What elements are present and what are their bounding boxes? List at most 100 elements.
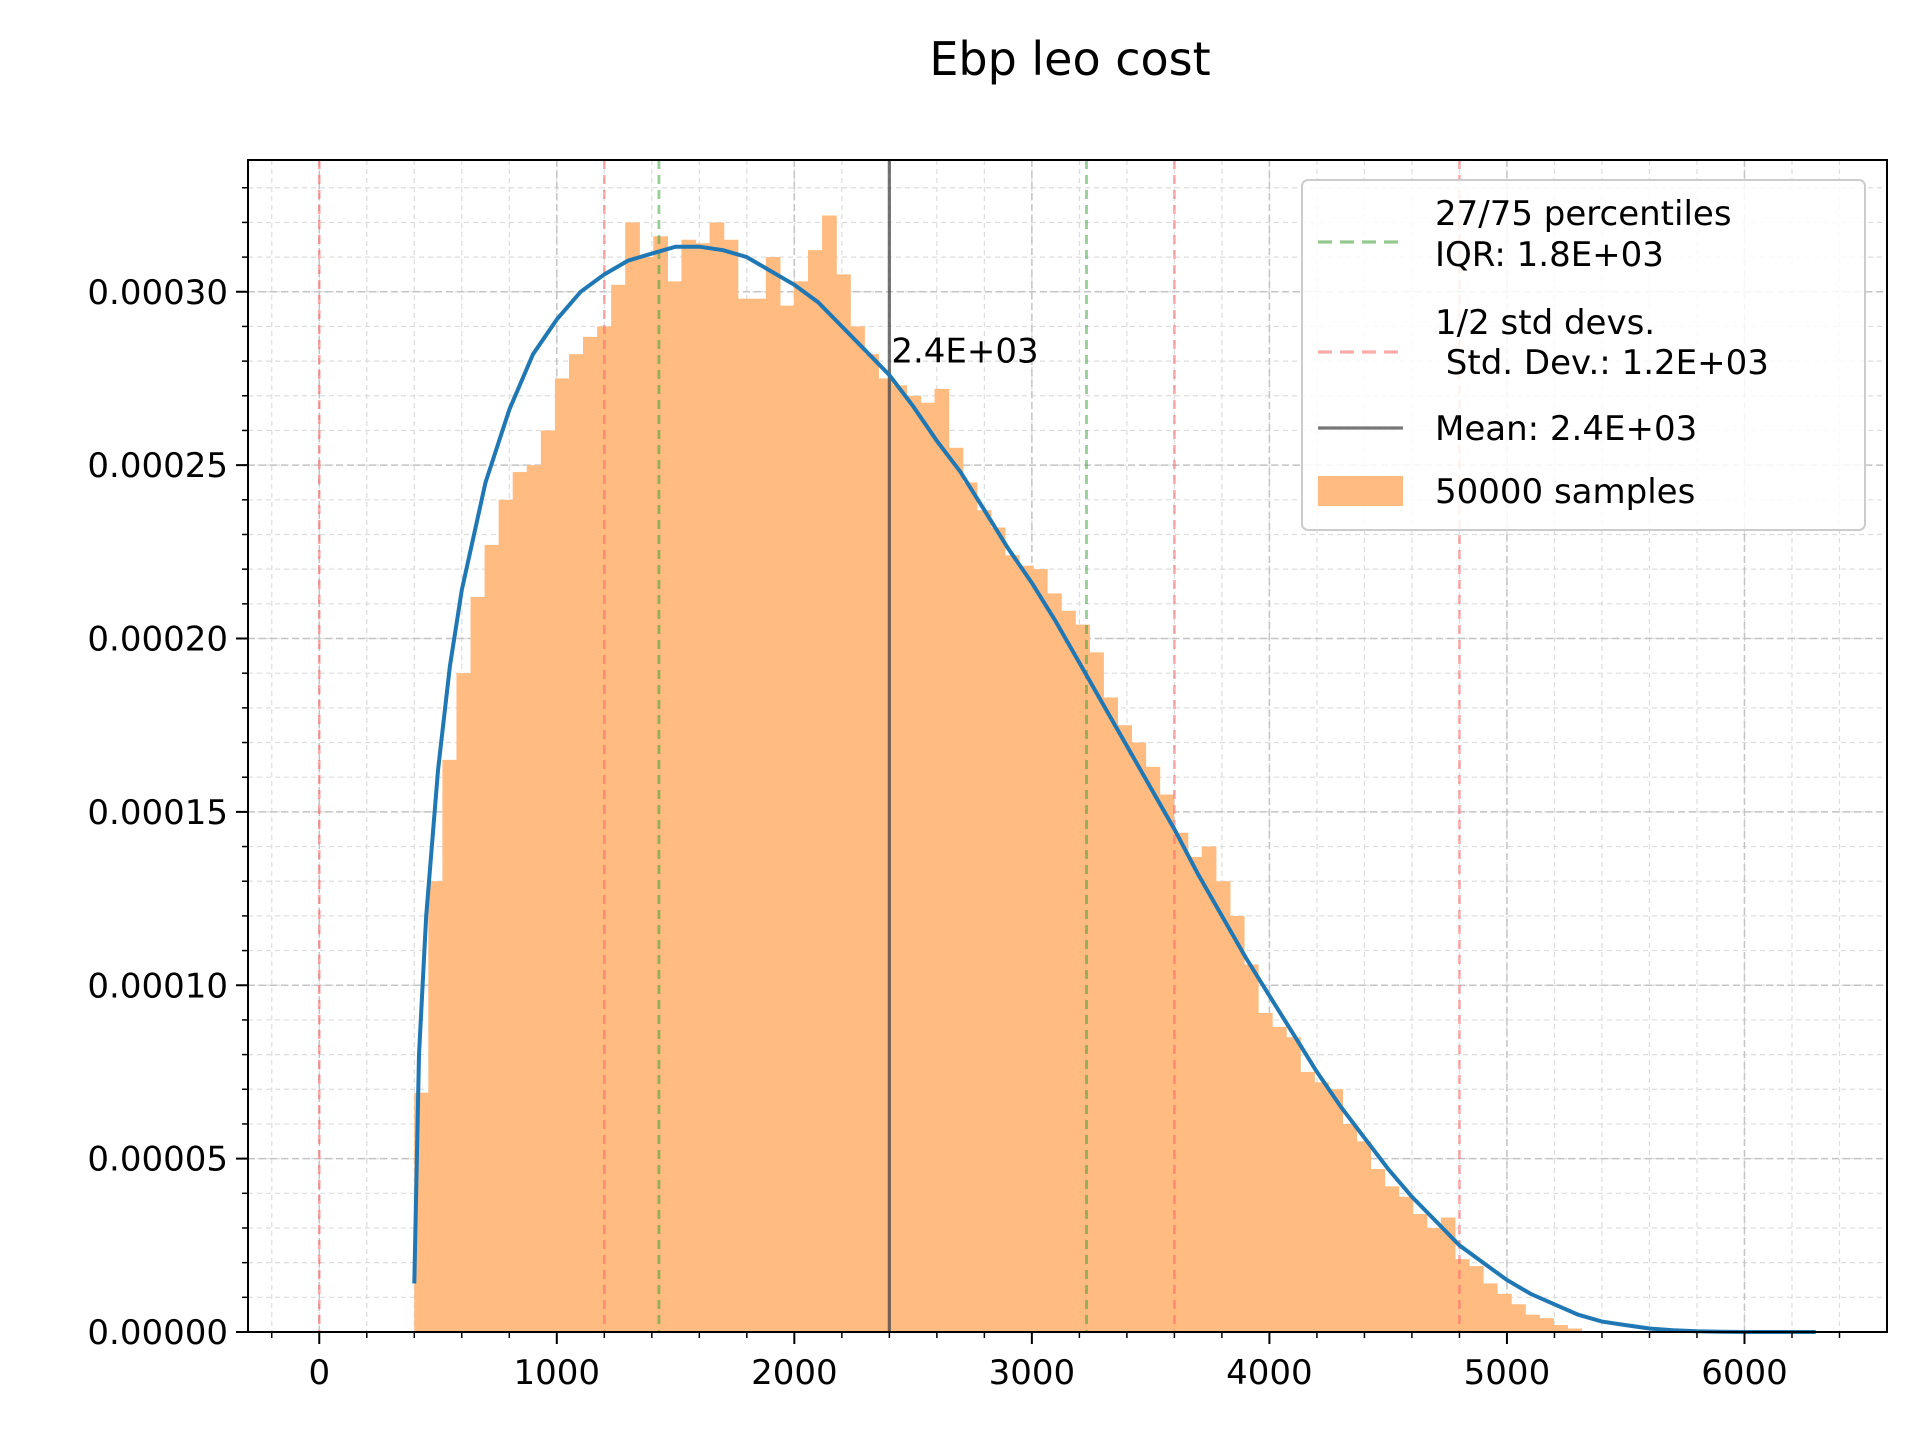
histogram-bars <box>414 215 1583 1333</box>
legend-label: IQR: 1.8E+03 <box>1435 235 1664 275</box>
histogram-bar <box>1215 881 1231 1332</box>
histogram-bar <box>962 482 978 1332</box>
histogram-bar <box>1356 1141 1372 1332</box>
y-tick-label: 0.00015 <box>87 793 228 833</box>
histogram-bar <box>934 388 950 1333</box>
histogram-bar <box>990 527 1006 1332</box>
histogram-bar <box>1454 1259 1470 1332</box>
histogram-bar <box>920 402 936 1332</box>
x-tick-label: 6000 <box>1701 1353 1788 1393</box>
histogram-bar <box>512 472 528 1332</box>
histogram-bar <box>625 222 640 1333</box>
legend-label: 27/75 percentiles <box>1435 194 1732 234</box>
histogram-bar <box>639 257 654 1332</box>
plot-frame <box>247 159 1888 1333</box>
x-tick-label: 3000 <box>989 1353 1076 1393</box>
histogram-bar <box>793 281 809 1332</box>
y-tick-label: 0.00025 <box>87 446 228 486</box>
histogram-bar <box>1258 1012 1273 1332</box>
fit-curve <box>412 244 1816 1334</box>
legend-patch <box>1318 476 1403 506</box>
y-tick-label: 0.00010 <box>87 966 228 1006</box>
histogram-bar <box>1468 1266 1484 1332</box>
histogram-bar <box>653 236 668 1332</box>
histogram-bar <box>597 326 612 1332</box>
histogram-bar <box>1286 1037 1301 1332</box>
histogram-bar <box>1272 1026 1287 1332</box>
histogram-bar <box>906 395 922 1332</box>
histogram-bar <box>1398 1196 1414 1332</box>
histogram-bar <box>1187 856 1203 1332</box>
x-tick-label: 2000 <box>751 1353 838 1393</box>
histogram-bar <box>611 284 626 1333</box>
histogram-bar <box>1539 1318 1554 1332</box>
histogram-bar <box>779 305 795 1332</box>
histogram-bar <box>850 326 865 1332</box>
histogram-bar <box>1511 1304 1526 1332</box>
legend-label: Mean: 2.4E+03 <box>1435 409 1697 449</box>
histogram-bar <box>1384 1186 1400 1332</box>
mean-annotation-group: 2.4E+03 <box>891 332 1038 372</box>
legend-box <box>1301 179 1866 531</box>
histogram-bar <box>1131 742 1147 1332</box>
histogram-bar <box>976 510 992 1332</box>
histogram-bar <box>1482 1283 1498 1332</box>
histogram-bar <box>428 881 443 1332</box>
histogram-bar <box>498 499 514 1332</box>
histogram-bar <box>808 250 823 1333</box>
legend-label: 1/2 std devs. <box>1435 303 1655 343</box>
histogram-bar <box>667 281 683 1332</box>
histogram-bar <box>540 430 556 1332</box>
histogram-bar <box>695 243 711 1332</box>
histogram-bar <box>442 759 458 1332</box>
y-tick-label: 0.00005 <box>87 1140 228 1180</box>
histogram-bar <box>737 298 753 1332</box>
histogram-bar <box>1342 1123 1358 1332</box>
histogram-bar <box>1089 652 1104 1332</box>
histogram-bar <box>892 385 908 1332</box>
histogram-bar <box>1173 832 1189 1332</box>
histogram-bar <box>554 378 570 1332</box>
histogram-bar <box>470 596 486 1332</box>
histogram-bar <box>948 447 964 1332</box>
histogram-bar <box>456 673 472 1332</box>
histogram-bar <box>765 257 781 1332</box>
histogram-bar <box>1370 1169 1386 1332</box>
histogram-bar <box>1426 1227 1442 1332</box>
chart-title: Ebp leo cost <box>929 32 1210 86</box>
histogram-bar <box>1525 1314 1540 1332</box>
histogram-bar <box>1300 1071 1315 1332</box>
histogram-bar <box>1047 593 1062 1332</box>
histogram-bar <box>1567 1328 1583 1332</box>
histogram-bar <box>1145 766 1161 1332</box>
histogram-bar <box>1243 964 1259 1332</box>
histogram-bar <box>1033 569 1048 1332</box>
histogram-bar <box>723 239 739 1333</box>
histogram-bar <box>1497 1293 1512 1332</box>
histogram-bar <box>1201 846 1217 1332</box>
histogram-bar <box>1004 555 1020 1332</box>
histogram-bar <box>1440 1217 1456 1332</box>
histogram-bar <box>751 298 767 1332</box>
histogram-bar <box>1018 565 1034 1332</box>
axes: 0 1000 2000 3000 4000 5000 6000 0.00000 0.00005 0… <box>87 159 1888 1393</box>
histogram-bar <box>1061 610 1076 1332</box>
histogram-bar <box>1412 1214 1428 1332</box>
histogram-bar <box>864 354 879 1333</box>
y-tick-label: 0.00020 <box>87 620 228 660</box>
legend-label: Std. Dev.: 1.2E+03 <box>1435 343 1769 383</box>
y-tick-label: 0.00030 <box>87 273 228 313</box>
y-tick-label: 0.00000 <box>87 1313 228 1353</box>
histogram-bar <box>1103 697 1118 1332</box>
histogram-bar <box>1314 1082 1329 1332</box>
histogram-bar <box>1553 1325 1568 1332</box>
legend-label: 50000 samples <box>1435 472 1695 512</box>
histogram-bar <box>1328 1089 1343 1332</box>
x-tick-label: 0 <box>308 1353 330 1393</box>
x-tick-label: 4000 <box>1226 1353 1313 1393</box>
histogram-bar <box>822 215 837 1333</box>
histogram-bar <box>568 354 584 1333</box>
histogram-bar <box>1159 794 1175 1332</box>
